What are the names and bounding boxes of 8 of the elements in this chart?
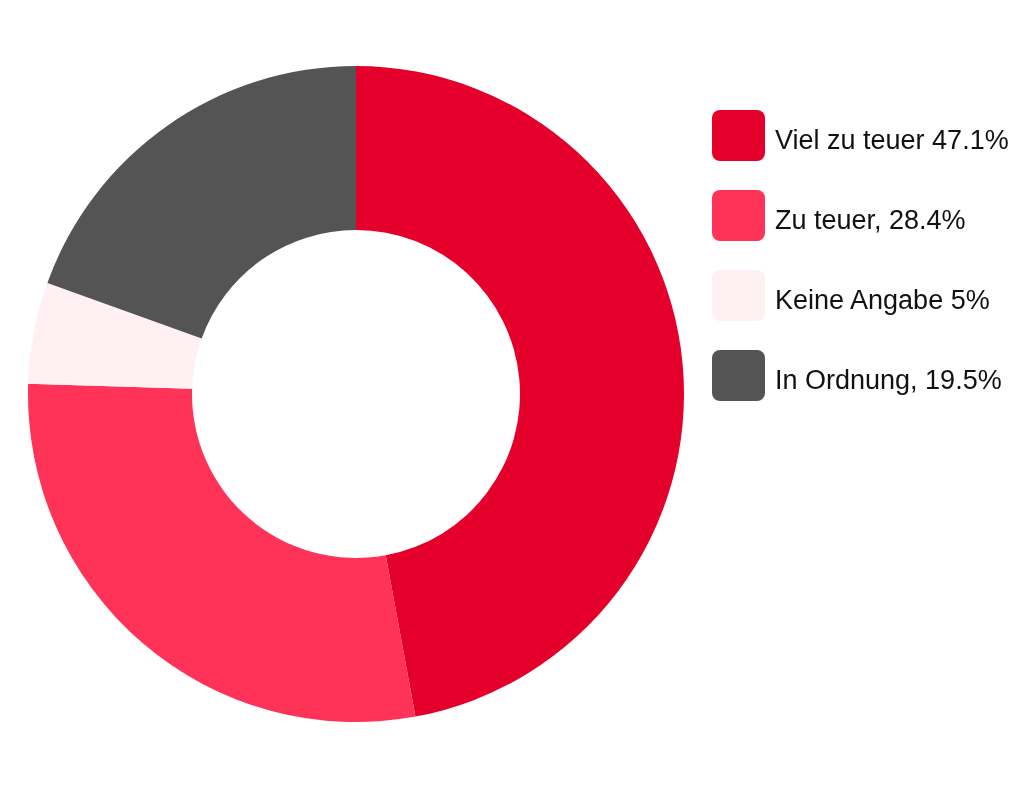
donut-slice	[47, 66, 356, 339]
legend-label: In Ordnung, 19.5%	[775, 364, 1002, 395]
donut-slice	[356, 66, 684, 717]
legend-label: Zu teuer, 28.4%	[775, 204, 966, 235]
legend-label: Viel zu teuer 47.1%	[775, 124, 1009, 155]
donut-slice	[28, 282, 202, 389]
legend-label: Keine Angabe 5%	[775, 284, 990, 315]
donut-slice	[28, 383, 416, 722]
